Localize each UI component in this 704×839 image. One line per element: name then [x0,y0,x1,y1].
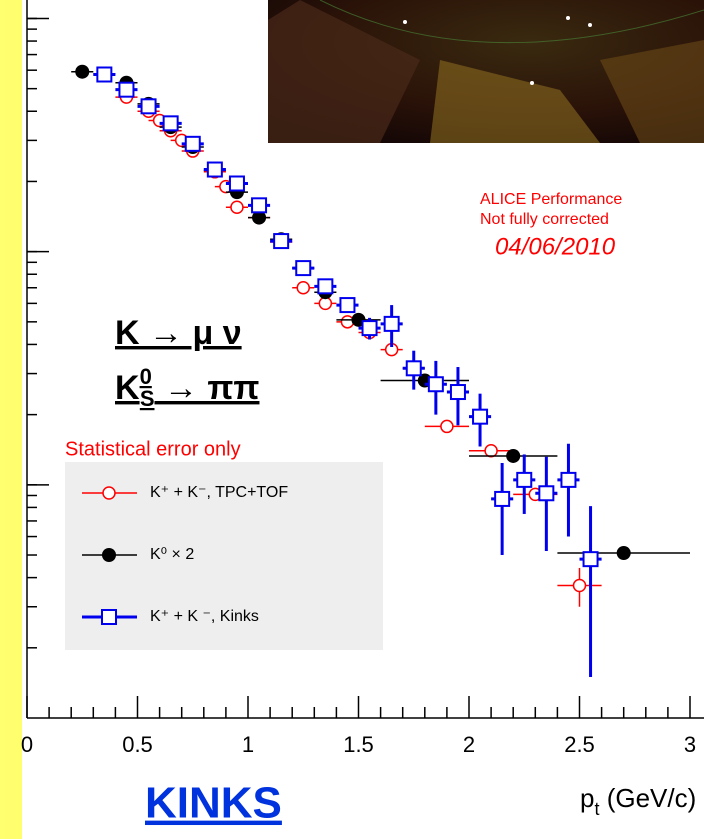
point [339,297,356,314]
point [184,135,201,152]
decay-sub: S [140,386,155,411]
point [560,471,577,488]
annotation: Not fully corrected [480,211,609,228]
point [405,360,422,377]
x-tick-label: 1 [242,732,254,757]
point [572,578,587,593]
legend-marker [101,609,117,625]
point [252,210,267,225]
point [616,546,631,561]
point [340,315,355,329]
point [383,315,400,332]
x-tick-label: 3 [684,732,696,757]
x-axis-label: pt (GeV/c) [580,783,696,819]
point [140,98,157,115]
point [582,551,599,568]
legend-entries: K⁺ + K⁻, TPC+TOF K⁰ × 2 K⁺ + K ⁻, Kinks [82,484,288,625]
error-note: Statistical error only [65,438,241,460]
decay-text: → ππ [155,369,260,407]
legend-label: K⁰ × 2 [150,546,194,563]
x-axis-label-sub: t [594,799,599,819]
point [162,115,179,132]
annotation: ALICE Performance [480,191,622,208]
x-axis-label-part: p [580,783,594,813]
point [118,81,135,98]
decay-text: K → μ ν [115,314,242,352]
point [472,408,489,425]
point [251,197,268,214]
kinks-link[interactable]: KINKS [145,779,282,828]
legend-marker [102,486,116,500]
point [506,448,521,463]
decay-line: K0 S → ππ [115,364,259,411]
point [295,260,312,277]
x-tick-label: 1.5 [343,732,374,757]
detector-image [268,0,704,143]
point [538,485,555,502]
point [230,200,244,215]
x-axis-label-part: (GeV/c) [599,783,696,813]
x-tick-label: 0 [21,732,33,757]
legend-label: K⁺ + K ⁻, Kinks [150,608,259,625]
point [361,320,378,337]
point [427,376,444,393]
point [516,471,533,488]
legend-marker [102,548,116,562]
point [273,233,290,250]
decay-line: K → μ ν [115,314,242,352]
legend-label: K⁺ + K⁻, TPC+TOF [150,484,288,501]
point [206,161,223,178]
plot: 0 0.5 1 1.5 2 2.5 3 [21,0,704,757]
decay-text: K [115,369,140,407]
point [75,64,90,79]
point [494,490,511,507]
point [317,278,334,295]
x-tick-label: 2 [463,732,475,757]
point [296,281,310,295]
point [440,419,454,434]
point [96,66,113,83]
point [228,175,245,192]
point [484,443,498,458]
point [449,384,466,401]
annotation: 04/06/2010 [495,233,616,260]
x-tick-label: 2.5 [564,732,595,757]
x-tick-label: 0.5 [122,732,153,757]
decay-sup: 0 [140,364,152,389]
